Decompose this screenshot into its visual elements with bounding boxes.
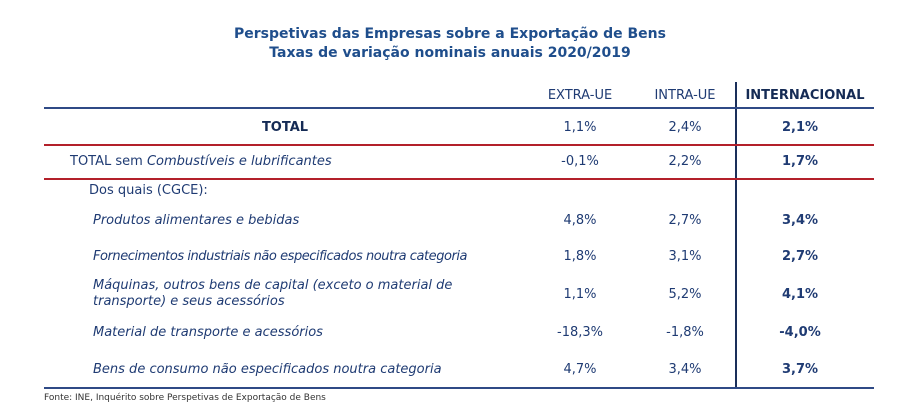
cell-intra-ue: 2,4% bbox=[668, 120, 702, 135]
row-label: Produtos alimentares e bebidas bbox=[93, 213, 300, 228]
cell-intra-ue: 3,4% bbox=[668, 362, 702, 377]
cell-intra-ue: 3,1% bbox=[668, 249, 702, 264]
column-header-extra-ue: EXTRA-UE bbox=[547, 88, 613, 103]
source-note: Fonte: INE, Inquérito sobre Perspetivas … bbox=[44, 393, 326, 403]
bottom-rule bbox=[44, 387, 874, 389]
dos-quais-label: Dos quais (CGCE): bbox=[89, 183, 208, 198]
column-header-intra-ue: INTRA-UE bbox=[654, 88, 716, 103]
total-rule bbox=[44, 144, 874, 146]
cell-internacional: 1,7% bbox=[781, 154, 819, 169]
column-header-internacional: INTERNACIONAL bbox=[745, 88, 865, 103]
cell-internacional: 4,1% bbox=[781, 287, 819, 302]
cell-extra-ue: -0,1% bbox=[561, 154, 599, 169]
column-divider bbox=[735, 82, 737, 388]
row-label-italic: Combustíveis e lubrificantes bbox=[146, 154, 332, 169]
cell-internacional: 2,7% bbox=[781, 249, 819, 264]
total-sem-rule bbox=[44, 178, 874, 180]
cell-intra-ue: 2,2% bbox=[668, 154, 702, 169]
cell-extra-ue: 4,7% bbox=[563, 362, 597, 377]
cell-intra-ue: 2,7% bbox=[668, 213, 702, 228]
cell-internacional: -4,0% bbox=[779, 325, 821, 340]
cell-intra-ue: -1,8% bbox=[666, 325, 704, 340]
row-label: Bens de consumo não especificados noutra… bbox=[93, 362, 442, 377]
cell-extra-ue: 4,8% bbox=[563, 213, 597, 228]
cell-intra-ue: 5,2% bbox=[668, 287, 702, 302]
cell-internacional: 3,4% bbox=[781, 213, 819, 228]
row-label-prefix: TOTAL sem bbox=[70, 154, 147, 169]
cell-extra-ue: -18,3% bbox=[557, 325, 603, 340]
row-label: Máquinas, outros bens de capital (exceto… bbox=[93, 278, 453, 309]
cell-extra-ue: 1,1% bbox=[563, 287, 597, 302]
row-label: Material de transporte e acessórios bbox=[93, 325, 323, 340]
row-label-total: TOTAL bbox=[261, 120, 309, 135]
header-rule bbox=[44, 107, 874, 109]
chart-subtitle: Taxas de variação nominais anuais 2020/2… bbox=[269, 45, 631, 61]
chart-title: Perspetivas das Empresas sobre a Exporta… bbox=[234, 26, 666, 42]
row-label: Fornecimentos industriais não especifica… bbox=[93, 249, 468, 264]
cell-internacional: 2,1% bbox=[781, 120, 819, 135]
row-label-total-sem: TOTAL sem Combustíveis e lubrificantes bbox=[70, 154, 332, 169]
cell-internacional: 3,7% bbox=[781, 362, 819, 377]
cell-extra-ue: 1,8% bbox=[563, 249, 597, 264]
cell-extra-ue: 1,1% bbox=[563, 120, 597, 135]
